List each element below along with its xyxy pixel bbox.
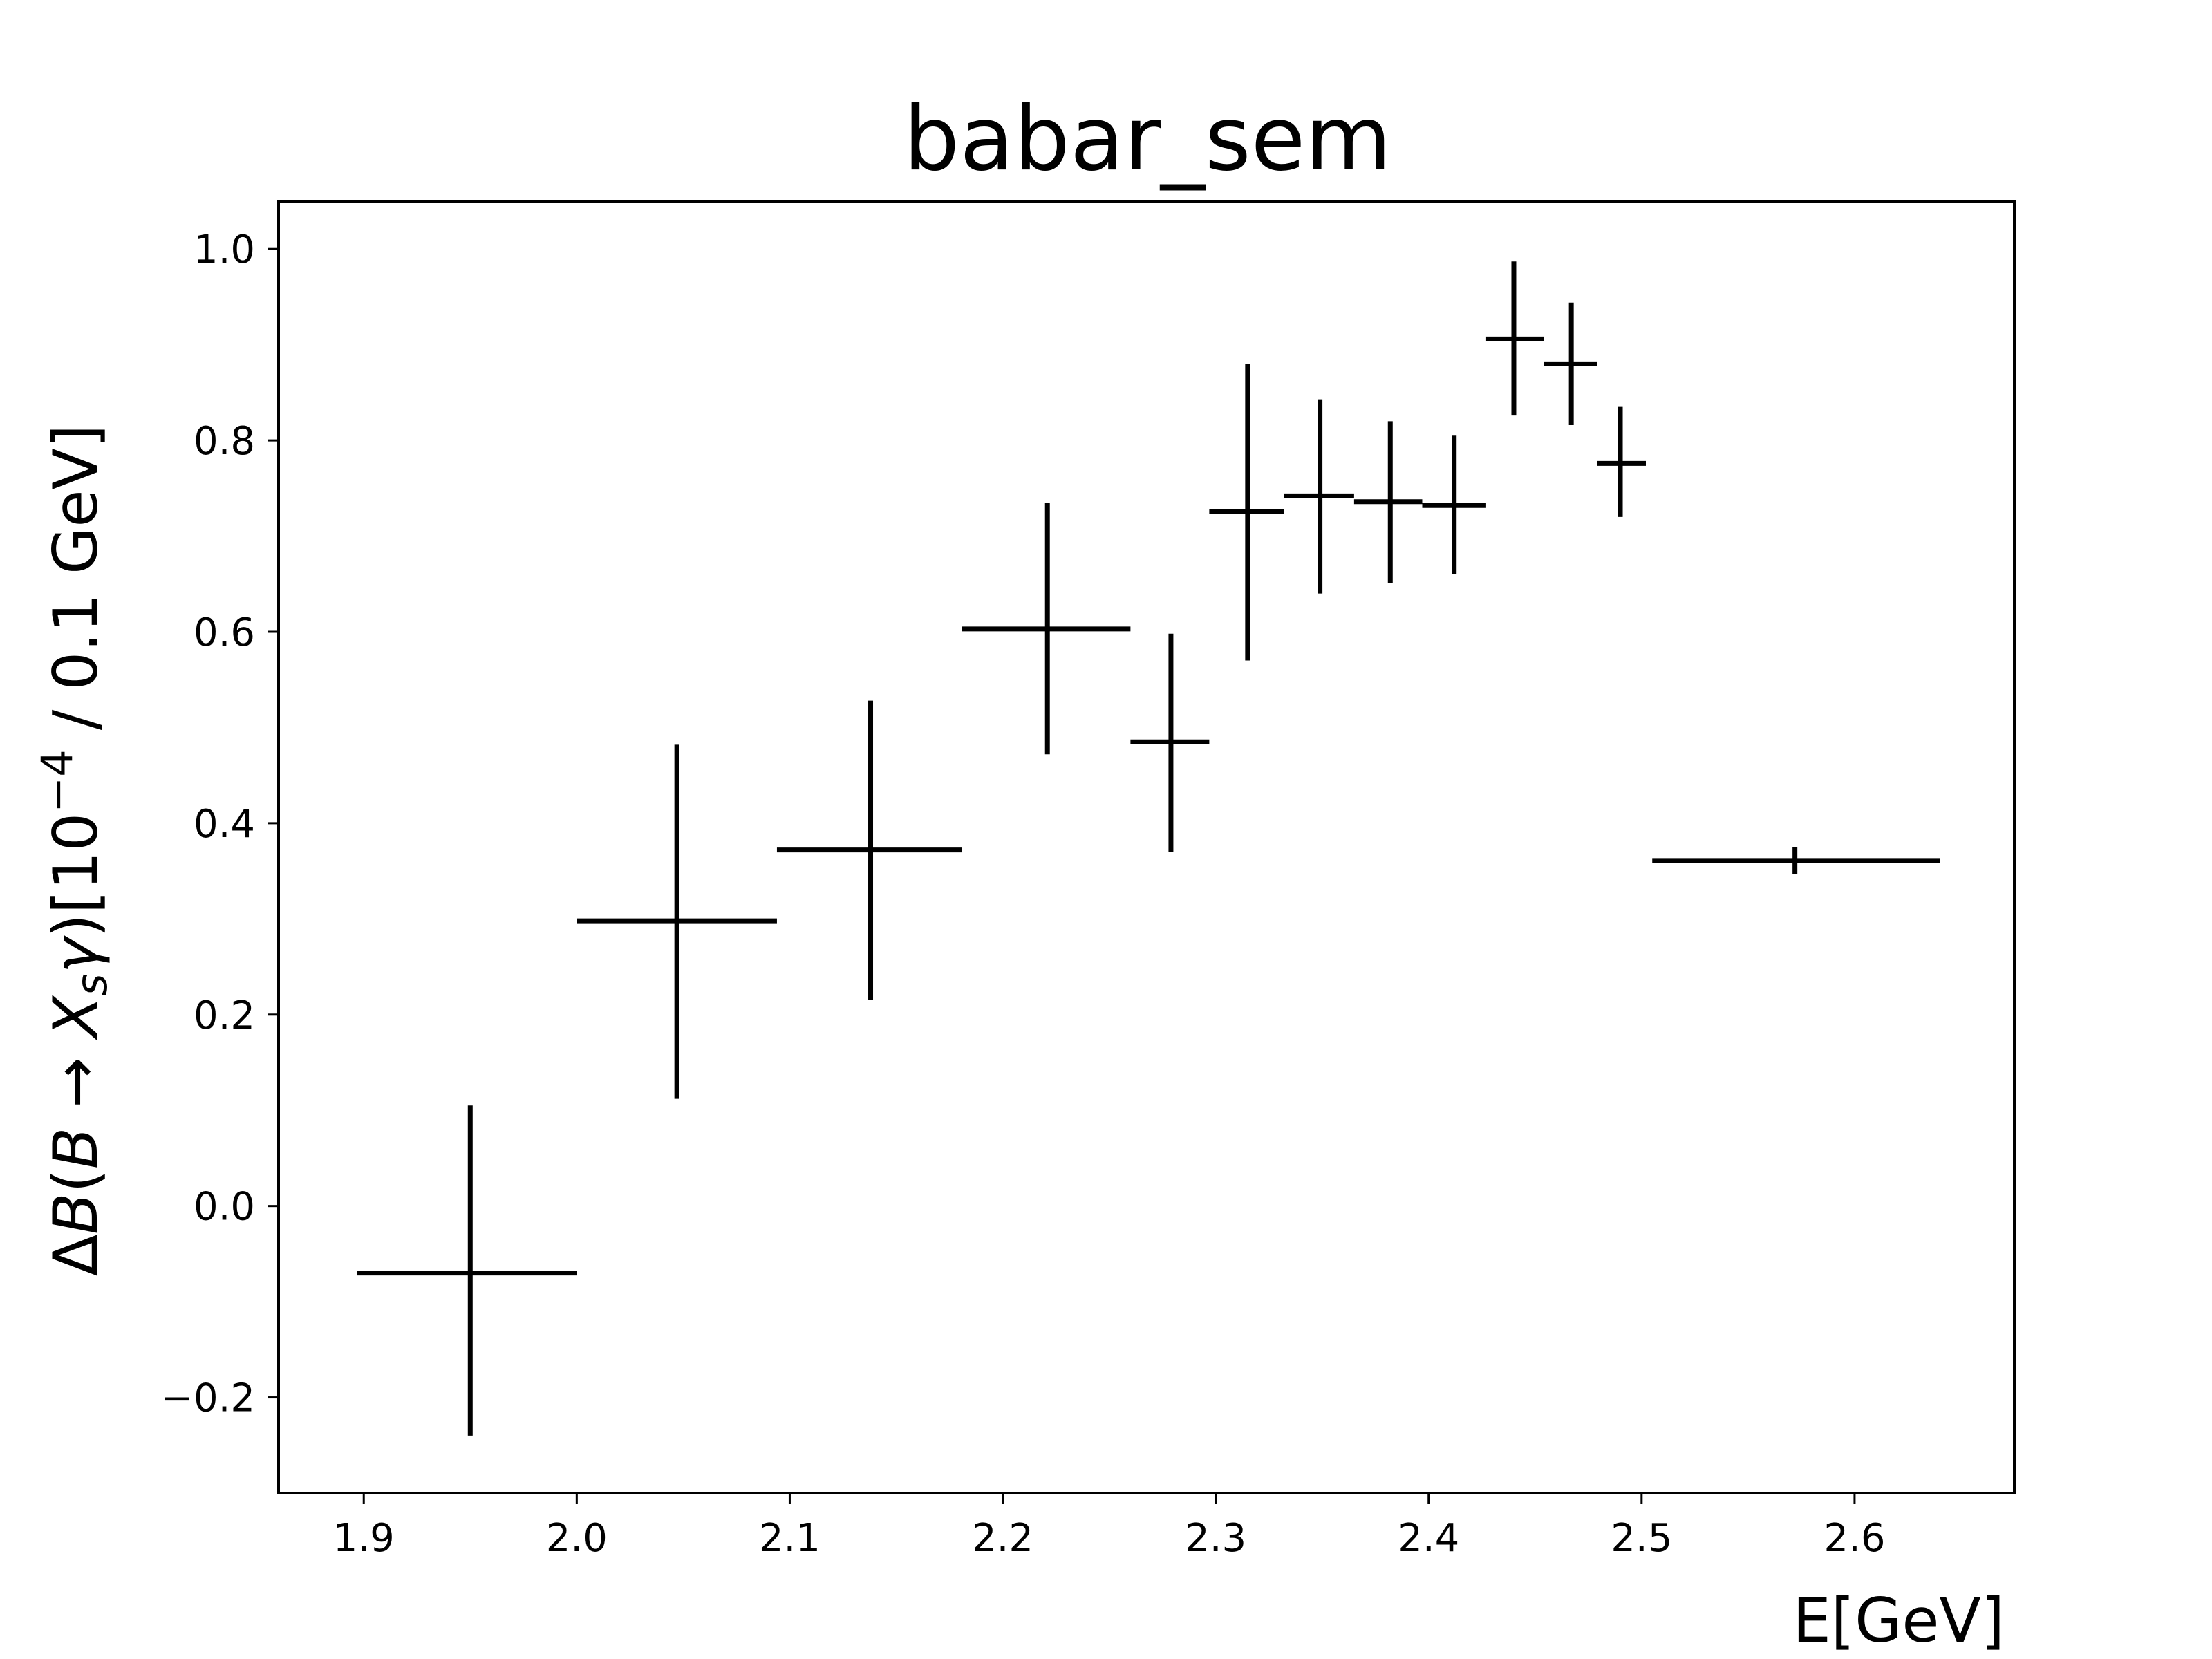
- data-point: [1544, 302, 1597, 425]
- y-tick-label: 0.8: [194, 419, 255, 464]
- data-point: [776, 700, 962, 1001]
- x-tick-label: 2.0: [546, 1516, 608, 1561]
- y-axis-label: ΔB(B → Xsγ)[10−4 / 0.1 GeV]: [32, 424, 117, 1276]
- y-tick-label: 0.6: [194, 610, 255, 655]
- x-tick-label: 2.3: [1185, 1516, 1246, 1561]
- y-label-unit: / 0.1 GeV]: [40, 424, 111, 749]
- y-label-paren-close: )[10: [40, 813, 111, 938]
- y-tick-label: 0.2: [194, 993, 255, 1038]
- x-axis-label: E[GeV]: [1792, 1585, 2005, 1656]
- plot-marks: [357, 261, 1940, 1436]
- y-label-b1: B: [40, 1192, 111, 1234]
- y-label-paren-open: (: [40, 1169, 111, 1192]
- x-tick-label: 1.9: [333, 1516, 395, 1561]
- x-tick-label: 2.2: [972, 1516, 1033, 1561]
- data-point: [1485, 261, 1544, 416]
- y-label-sub: s: [66, 973, 117, 995]
- data-point: [1130, 633, 1210, 852]
- y-label-b2: B: [40, 1127, 111, 1169]
- data-point: [357, 1105, 577, 1436]
- y-tick-label: −0.2: [161, 1376, 255, 1421]
- y-tick-label: 1.0: [194, 227, 255, 272]
- data-point: [1284, 399, 1354, 594]
- y-axis: −0.2 0.0 0.2 0.4 0.6 0.8 1.0: [161, 227, 279, 1421]
- y-label-x: X: [40, 995, 111, 1040]
- data-point: [1597, 406, 1646, 517]
- x-axis: 1.9 2.0 2.1 2.2 2.3 2.4 2.5 2.6: [333, 1493, 1885, 1561]
- chart-title: babar_sem: [903, 88, 1391, 191]
- y-label-sup: −4: [32, 749, 82, 812]
- plot-frame: [277, 200, 2016, 1494]
- data-point: [1209, 364, 1284, 661]
- data-point: [1353, 421, 1423, 583]
- y-tick-label: 0.4: [194, 802, 255, 847]
- data-point: [962, 503, 1131, 755]
- y-label-arrow: →: [40, 1038, 111, 1127]
- y-label-delta: Δ: [40, 1235, 111, 1276]
- x-tick-label: 2.1: [759, 1516, 821, 1561]
- data-point: [1422, 435, 1486, 574]
- y-label-gamma: γ: [40, 935, 111, 973]
- y-tick-label: 0.0: [194, 1185, 255, 1230]
- data-point: [1652, 847, 1940, 874]
- x-tick-label: 2.4: [1398, 1516, 1459, 1561]
- data-point: [577, 744, 777, 1099]
- x-tick-label: 2.5: [1611, 1516, 1672, 1561]
- x-tick-label: 2.6: [1824, 1516, 1885, 1561]
